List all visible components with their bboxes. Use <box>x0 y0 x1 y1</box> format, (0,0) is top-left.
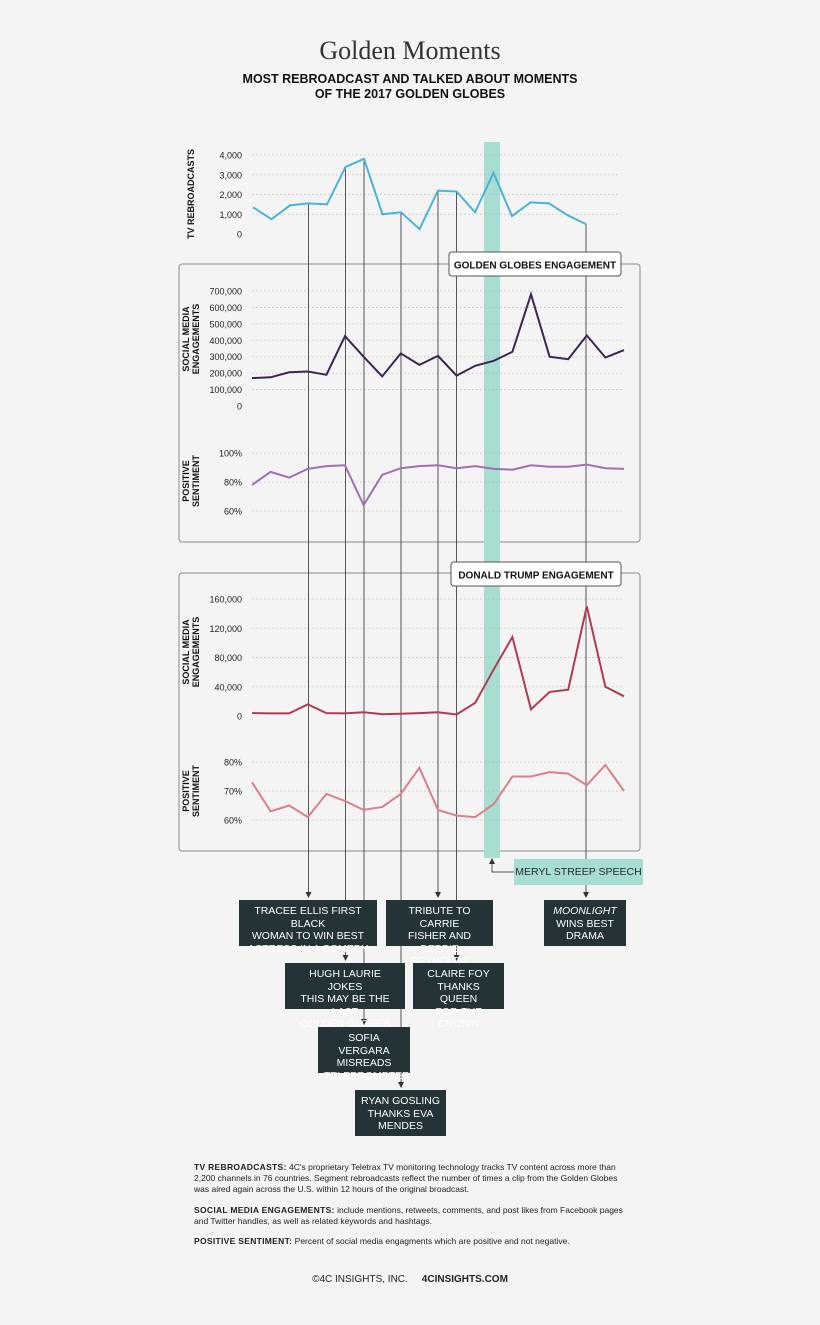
callout-claire-foy: CLAIRE FOY THANKS QUEEN FOR THE CROWN <box>413 963 504 1030</box>
y-tick-label: 70% <box>224 787 242 797</box>
y-axis-label: ENGAGEMENTS <box>191 304 201 375</box>
y-axis-label: SENTIMENT <box>191 765 201 818</box>
series-line-tv <box>252 157 587 231</box>
note-social-term: SOCIAL MEDIA ENGAGEMENTS: <box>194 1204 335 1215</box>
series-line-trump_engagement <box>251 606 625 716</box>
arrow-down-icon <box>305 892 312 898</box>
y-tick-label: 300,000 <box>209 352 242 362</box>
page-title: Golden Moments <box>319 36 501 65</box>
note-tv-text: 4C's proprietary Teletrax TV monitoring … <box>194 1162 618 1195</box>
callout-ryan-gosling: RYAN GOSLING THANKS EVA MENDES <box>355 1090 446 1136</box>
trump-panel <box>178 572 641 852</box>
arrow-down-icon <box>342 955 349 961</box>
y-axis-label: SOCIAL MEDIA <box>181 619 191 685</box>
callout-moonlight-rest: WINS BEST DRAMA <box>556 917 614 943</box>
arrow-down-icon <box>453 955 460 961</box>
page-subtitle: MOST REBROADCAST AND TALKED ABOUT MOMENT… <box>0 72 820 102</box>
golden-globes-panel <box>178 263 641 543</box>
y-tick-label: 500,000 <box>209 319 242 329</box>
note-social-text: include mentions, retweets, comments, an… <box>194 1204 623 1226</box>
subtitle-line-2: OF THE 2017 GOLDEN GLOBES <box>314 87 506 101</box>
golden-globes-label: GOLDEN GLOBES ENGAGEMENT <box>454 261 616 272</box>
arrow-down-icon <box>398 1082 404 1088</box>
series-line-gg_engagement <box>251 290 625 380</box>
trump-label: DONALD TRUMP ENGAGEMENT <box>458 571 613 582</box>
y-axis-label: TV REBROADCASTS <box>186 149 196 239</box>
y-tick-label: 200,000 <box>209 369 242 379</box>
y-tick-label: 120,000 <box>209 624 242 634</box>
y-tick-label: 160,000 <box>209 595 242 605</box>
footer-copyright: ©4C INSIGHTS, INC. <box>312 1274 408 1285</box>
y-axis-label: POSITIVE <box>181 770 191 812</box>
y-tick-label: 100% <box>219 449 242 459</box>
y-tick-label: 3,000 <box>219 170 242 180</box>
callout-tracee-ellis: TRACEE ELLIS FIRST BLACK WOMAN TO WIN BE… <box>239 900 377 955</box>
y-tick-label: 80% <box>224 758 242 768</box>
gridlines <box>252 154 622 821</box>
y-tick-label: 0 <box>237 712 242 722</box>
y-tick-label: 80% <box>224 478 242 488</box>
chart-canvas: 4,000 3,000 2,000 1,000 0 700,000 600,000 500,0… <box>178 142 641 1088</box>
y-tick-label: 700,000 <box>209 287 242 297</box>
callout-tribute: TRIBUTE TO CARRIE FISHER AND DEBBIE REYN… <box>386 900 493 967</box>
series-line-trump_sentiment <box>251 763 625 819</box>
y-tick-label: 80,000 <box>214 653 242 663</box>
meryl-streep-label: MERYL STREEP SPEECH <box>514 859 643 885</box>
arrow-down-icon <box>435 892 441 898</box>
note-sentiment: POSITIVE SENTIMENT: Percent of social me… <box>194 1236 626 1247</box>
note-social: SOCIAL MEDIA ENGAGEMENTS: include mentio… <box>194 1205 626 1227</box>
y-axis-label: POSITIVE <box>181 460 191 502</box>
y-tick-label: 60% <box>224 816 242 826</box>
y-axis-label: SENTIMENT <box>191 455 201 508</box>
y-tick-label: 0 <box>237 402 242 412</box>
y-axis-label: ENGAGEMENTS <box>191 617 201 688</box>
note-tv: TV REBROADCASTS: 4C's proprietary Teletr… <box>194 1162 626 1196</box>
subtitle-line-1: MOST REBROADCAST AND TALKED ABOUT MOMENT… <box>242 72 578 86</box>
callout-hugh-laurie: HUGH LAURIE JOKES THIS MAY BE THE LAST G… <box>285 963 405 1030</box>
footer-site-link[interactable]: 4CINSIGHTS.COM <box>421 1274 508 1285</box>
callout-claire-show: THE CROWN <box>438 1005 482 1031</box>
callout-sofia-vergara: SOFIA VERGARA MISREADS TELEPROMPTER <box>318 1027 410 1082</box>
note-sentiment-term: POSITIVE SENTIMENT: <box>194 1236 293 1247</box>
y-tick-label: 4,000 <box>219 151 242 161</box>
golden-globes-label-box <box>448 251 622 277</box>
callout-claire-lines: CLAIRE FOY THANKS QUEEN FOR <box>427 968 490 1018</box>
callout-moonlight: MOONLIGHT WINS BEST DRAMA <box>544 900 626 946</box>
meryl-streep-highlight <box>484 142 500 858</box>
y-tick-label: 100,000 <box>209 385 242 395</box>
y-tick-label: 40,000 <box>214 682 242 692</box>
note-sentiment-text: Percent of social media engagments which… <box>294 1236 570 1247</box>
arrow-down-icon <box>361 1019 367 1025</box>
y-tick-label: 600,000 <box>209 303 242 313</box>
y-tick-label: 2,000 <box>219 190 242 200</box>
tick-labels: 4,000 3,000 2,000 1,000 0 700,000 600,000 500,0… <box>209 151 242 826</box>
y-axis-label: SOCIAL MEDIA <box>181 306 191 372</box>
meryl-connector <box>491 862 514 873</box>
y-tick-label: 1,000 <box>219 210 242 220</box>
series-line-gg_sentiment <box>251 463 625 508</box>
note-tv-term: TV REBROADCASTS: <box>194 1162 287 1172</box>
footer: ©4C INSIGHTS, INC. 4CINSIGHTS.COM <box>0 1274 820 1285</box>
y-tick-label: 60% <box>224 507 242 517</box>
trump-label-box <box>450 561 622 587</box>
y-tick-label: 400,000 <box>209 336 242 346</box>
meryl-arrow-icon <box>489 858 495 864</box>
y-tick-label: 0 <box>237 230 242 240</box>
series-lines <box>251 157 625 819</box>
callout-moonlight-title: MOONLIGHT <box>553 905 617 917</box>
footnotes: TV REBROADCASTS: 4C's proprietary Teletr… <box>194 1162 626 1256</box>
arrow-down-icon <box>583 892 589 898</box>
